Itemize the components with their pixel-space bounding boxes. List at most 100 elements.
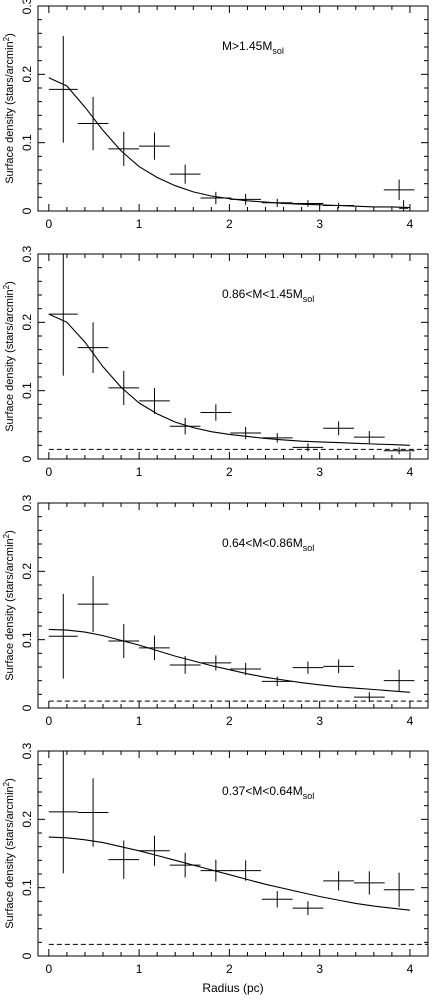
x-tick-label: 1 [136, 217, 143, 231]
data-point [169, 164, 201, 184]
y-tick-label: 0.3 [20, 494, 34, 511]
data-point [169, 656, 201, 674]
data-point [108, 840, 140, 879]
data-point [108, 131, 140, 166]
y-axis-label: Surface density (stars/arcmin2) [2, 33, 16, 184]
mass-bin-label: 0.64<M<0.86Msol [222, 536, 314, 553]
data-point [139, 387, 170, 414]
x-tick-label: 2 [226, 465, 233, 479]
data-point [77, 576, 109, 633]
data-point [77, 96, 109, 151]
y-tick-label: 0.1 [20, 879, 34, 896]
data-point [200, 404, 232, 421]
y-tick-label: 0.2 [20, 314, 34, 331]
plot-frame [37, 502, 429, 709]
data-point [48, 593, 78, 679]
data-point [323, 659, 354, 674]
y-tick-label: 0 [20, 455, 34, 462]
plot-frame [37, 253, 429, 460]
x-tick-label: 4 [407, 962, 414, 976]
panel-1: 0 1 2 3 4 0 0.1 0.2 0.3 Surface density (stars/ar… [2, 0, 429, 231]
data-point [77, 322, 109, 373]
x-tick-label: 1 [136, 465, 143, 479]
y-axis-label: Surface density (stars/arcmin2) [2, 530, 16, 681]
data-point [292, 200, 324, 207]
y-tick-label: 0.3 [20, 742, 34, 759]
data-point [353, 692, 385, 702]
data-point [261, 433, 293, 443]
data-point [230, 426, 261, 440]
model-fit-curve [48, 628, 410, 693]
data-point [383, 669, 415, 692]
model-fit-curve [48, 313, 410, 446]
y-tick-label: 0 [20, 207, 34, 214]
x-tick-label: 2 [226, 962, 233, 976]
data-point [169, 418, 201, 435]
y-axis-label: Surface density (stars/arcmin2) [2, 281, 16, 432]
y-tick-label: 0.3 [20, 245, 34, 262]
x-axis-label: Radius (pc) [202, 981, 263, 995]
y-tick-label: 0 [20, 704, 34, 711]
y-axis-label: Surface density (stars/arcmin2) [2, 778, 16, 929]
x-tick-label: 2 [226, 714, 233, 728]
mass-bin-label: M>1.45Msol [222, 39, 284, 56]
data-point [261, 198, 293, 207]
model-fit-curve [48, 77, 410, 209]
data-point [353, 430, 385, 444]
x-tick-label: 0 [45, 962, 52, 976]
data-point [200, 655, 232, 671]
x-tick-label: 3 [316, 217, 323, 231]
data-point [353, 871, 385, 895]
x-tick-label: 0 [45, 465, 52, 479]
x-tick-label: 4 [407, 465, 414, 479]
data-point [48, 254, 78, 376]
data-point [77, 778, 109, 847]
mass-bin-label: 0.37<M<0.64Msol [222, 784, 314, 801]
data-point [230, 193, 261, 205]
data-point [200, 191, 232, 205]
plot-frame [37, 5, 429, 212]
data-point [139, 635, 170, 661]
y-tick-label: 0.1 [20, 631, 34, 648]
x-tick-label: 1 [136, 962, 143, 976]
data-point [200, 859, 232, 882]
x-tick-label: 3 [316, 714, 323, 728]
data-point [108, 623, 140, 659]
x-tick-label: 1 [136, 714, 143, 728]
data-point [399, 200, 409, 211]
data-point [48, 36, 78, 143]
y-tick-label: 0.1 [20, 382, 34, 399]
data-point [383, 447, 415, 455]
y-tick-label: 0.1 [20, 134, 34, 151]
panel-3: 0 1 2 3 4 0 0.1 0.2 0.3 Surface density (stars/ar… [2, 494, 429, 728]
data-point [292, 443, 324, 452]
data-point [139, 132, 170, 160]
y-tick-label: 0.2 [20, 563, 34, 580]
data-point [230, 860, 261, 881]
x-tick-label: 4 [407, 714, 414, 728]
data-point [169, 852, 201, 878]
panel-4: 0 1 2 3 4 0 0.1 0.2 0.3 Surface density (stars/ar… [2, 742, 429, 976]
data-point [261, 891, 293, 908]
y-tick-label: 0 [20, 952, 34, 959]
mass-bin-label: 0.86<M<1.45Msol [222, 287, 314, 304]
data-point [292, 661, 324, 674]
x-tick-label: 0 [45, 714, 52, 728]
y-tick-label: 0.2 [20, 66, 34, 83]
data-point [323, 202, 354, 209]
data-point [48, 751, 78, 874]
data-point [323, 421, 354, 436]
data-point [108, 370, 140, 406]
x-tick-label: 4 [407, 217, 414, 231]
data-point [383, 179, 415, 201]
y-tick-label: 0.2 [20, 811, 34, 828]
panel-2: 0 1 2 3 4 0 0.1 0.2 0.3 Surface density (stars/ar… [2, 245, 429, 479]
data-point [261, 676, 293, 687]
model-fit-curve [48, 836, 410, 911]
plot-frame [37, 750, 429, 957]
y-tick-label: 0.3 [20, 0, 34, 14]
x-tick-label: 3 [316, 465, 323, 479]
x-tick-label: 2 [226, 217, 233, 231]
data-point [139, 835, 170, 866]
